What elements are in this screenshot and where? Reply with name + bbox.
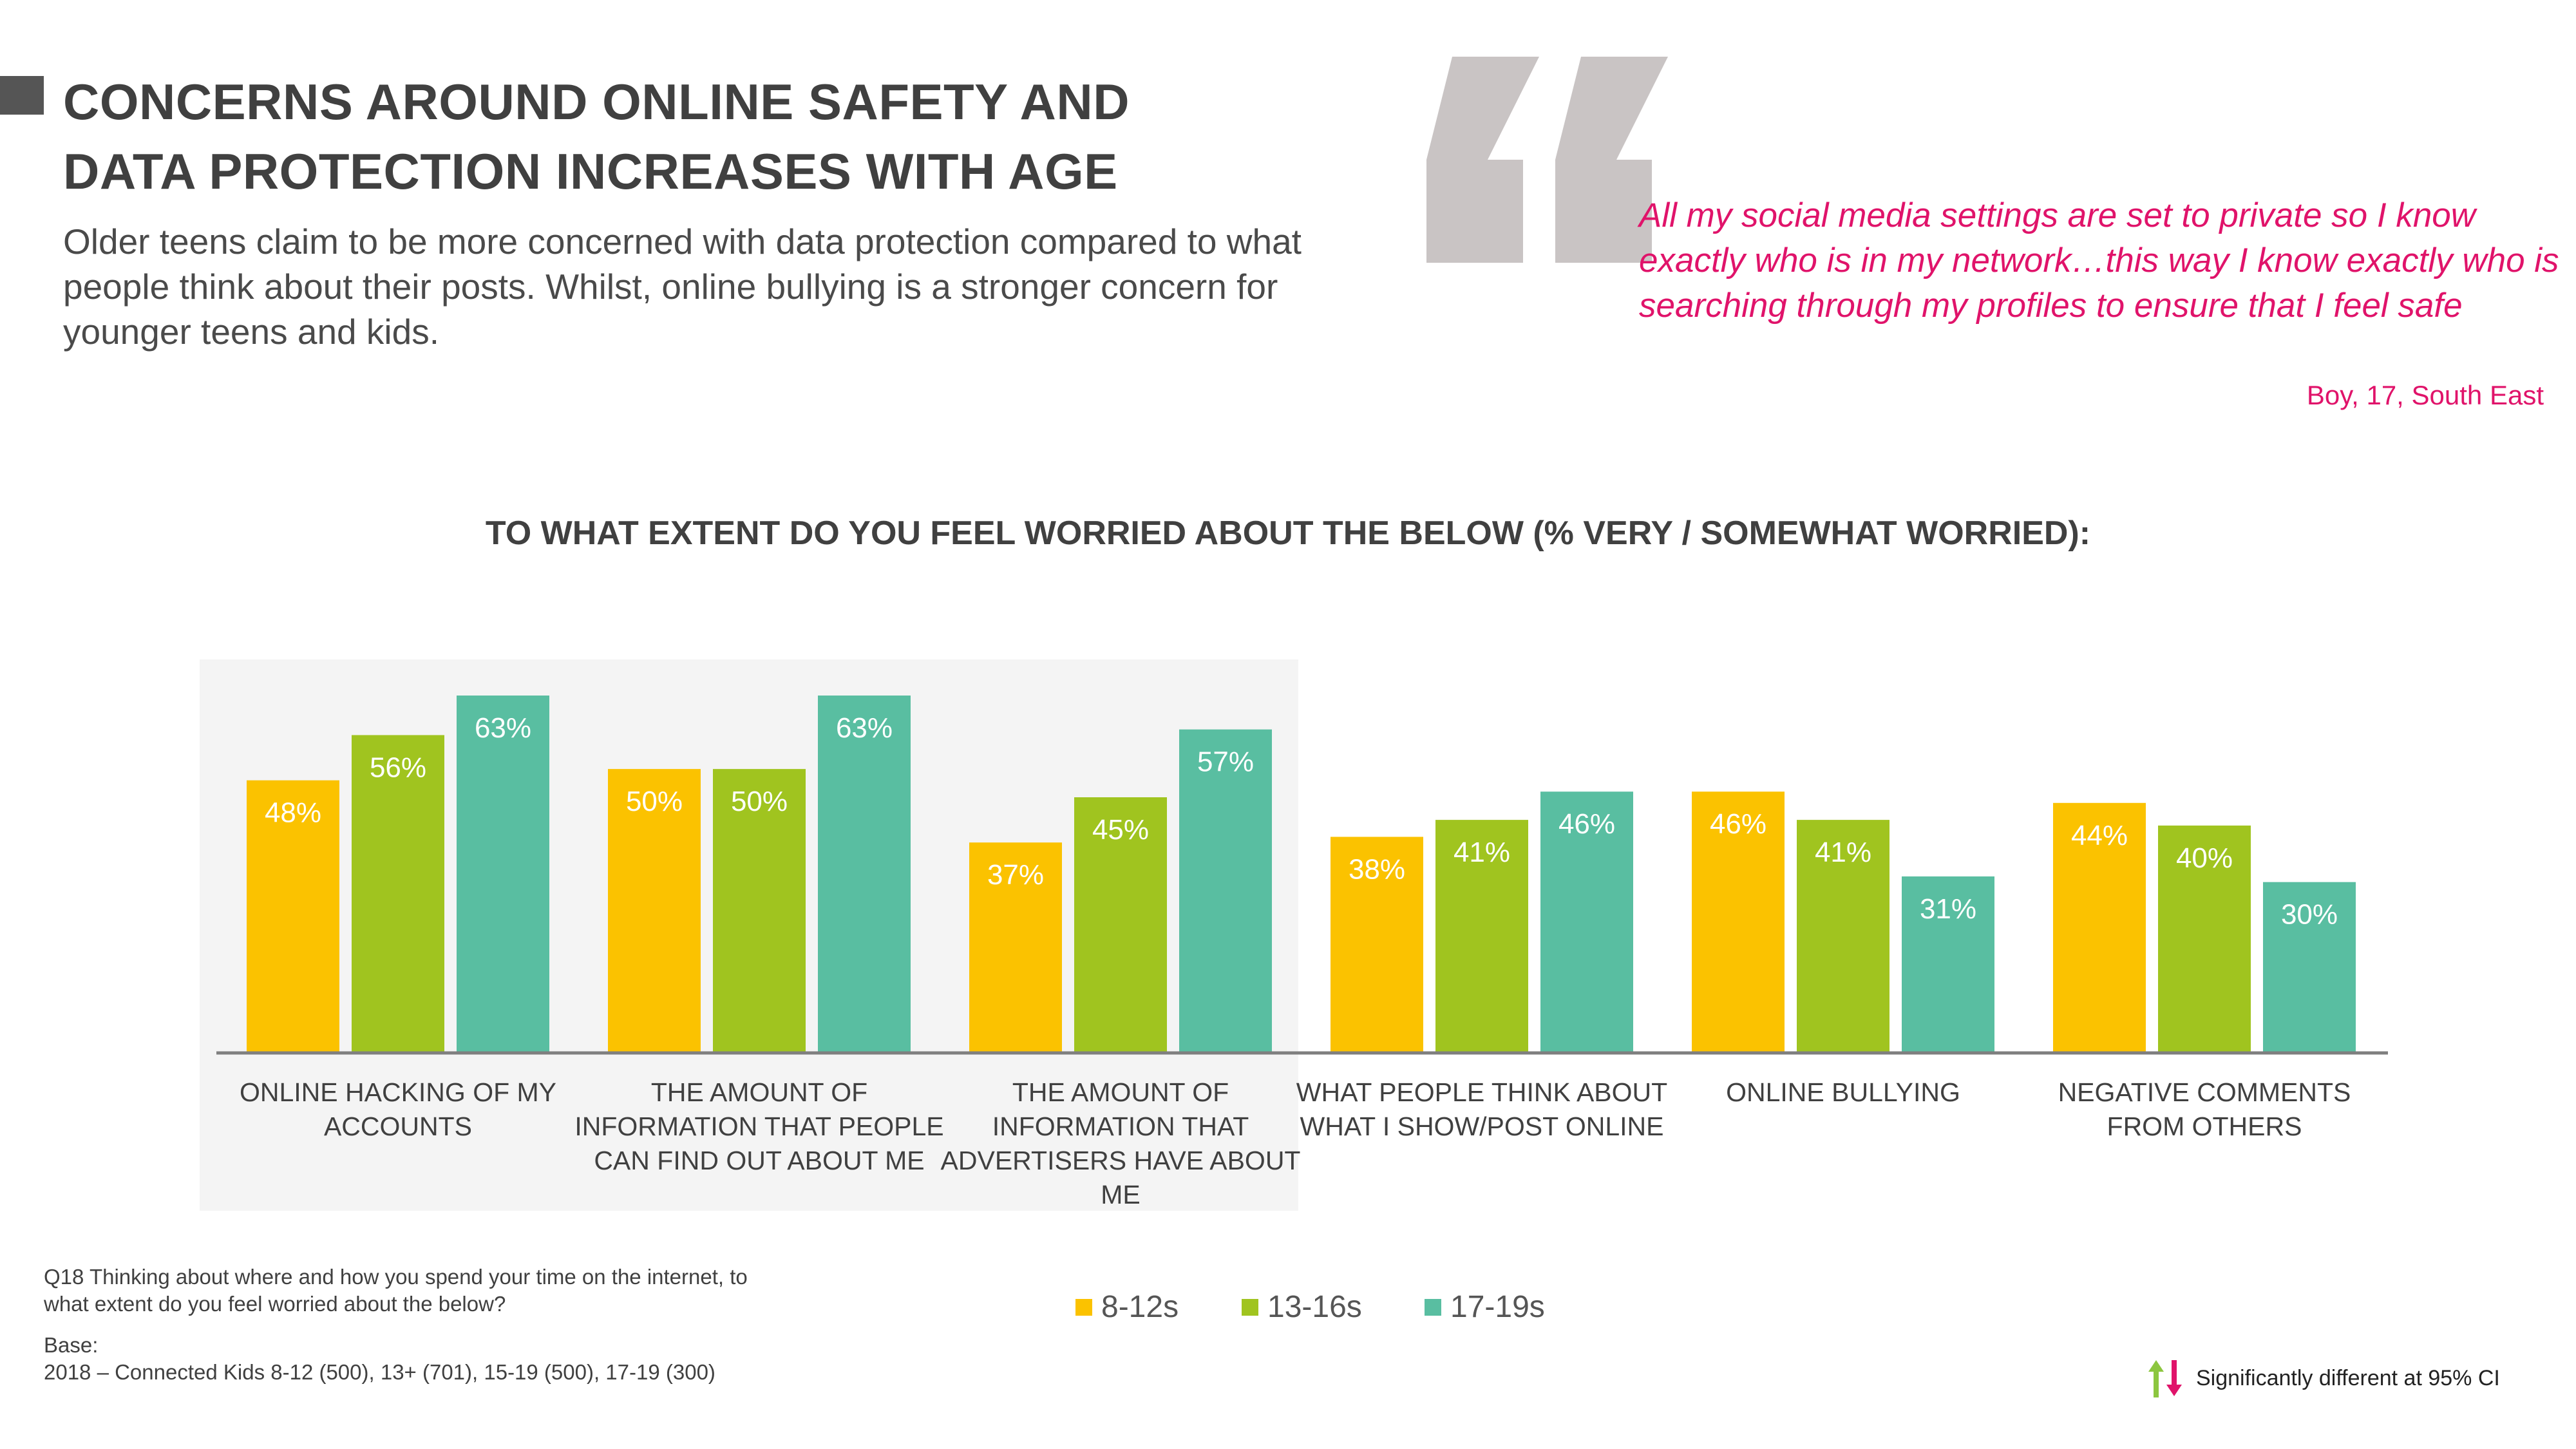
data-label: 46% — [1710, 808, 1766, 840]
category-label: WHAT PEOPLE THINK ABOUT WHAT I SHOW/POST… — [1296, 1077, 1668, 1141]
data-label: 44% — [2071, 820, 2128, 851]
legend-label: 13-16s — [1267, 1290, 1362, 1324]
legend-item: 8-12s — [1075, 1289, 1179, 1325]
quote-text: All my social media settings are set to … — [1639, 196, 2559, 325]
data-label: 56% — [370, 752, 426, 783]
bar-8-12s-6 — [2053, 802, 2146, 1052]
legend-swatch — [1242, 1298, 1258, 1316]
bar-17-19s-5 — [1902, 876, 1994, 1052]
bar-13-16s-1 — [352, 735, 444, 1052]
data-label: 48% — [265, 797, 321, 829]
bar-17-19s-4 — [1540, 791, 1633, 1052]
intro-text: Older teens claim to be more concerned w… — [63, 222, 1302, 352]
bar-13-16s-6 — [2158, 825, 2251, 1052]
bar-13-16s-4 — [1435, 820, 1528, 1052]
data-label: 46% — [1558, 808, 1615, 840]
question-note: Q18 Thinking about where and how you spe… — [44, 1265, 748, 1316]
legend-label: 17-19s — [1450, 1290, 1545, 1324]
data-label: 50% — [731, 786, 788, 817]
bar-8-12s-5 — [1692, 791, 1785, 1052]
data-label: 57% — [1197, 746, 1254, 778]
data-label: 30% — [2281, 899, 2338, 931]
legend-item: 13-16s — [1242, 1289, 1362, 1325]
bar-17-19s-6 — [2263, 882, 2356, 1052]
quote-author: Boy, 17, South East — [2306, 380, 2544, 410]
data-label: 50% — [626, 786, 683, 817]
data-label: 63% — [836, 712, 893, 744]
data-label: 41% — [1815, 837, 1871, 868]
arrow-down-icon — [2166, 1360, 2182, 1396]
category-label: THE AMOUNT OF INFORMATION THAT ADVERTISE… — [940, 1077, 1301, 1209]
significance-text: Significantly different at 95% CI — [2196, 1365, 2500, 1390]
footnote: Q18 Thinking about where and how you spe… — [44, 1264, 778, 1386]
legend-item: 17-19s — [1425, 1289, 1545, 1325]
page-title: CONCERNS AROUND ONLINE SAFETY AND DATA P… — [63, 67, 1287, 206]
bar-17-19s-2 — [818, 696, 911, 1052]
data-label: 63% — [475, 712, 531, 744]
bar-17-19s-1 — [457, 696, 549, 1052]
chart-title: TO WHAT EXTENT DO YOU FEEL WORRIED ABOUT… — [485, 515, 2091, 552]
bar-13-16s-3 — [1074, 797, 1167, 1052]
significance-legend: Significantly different at 95% CI — [2143, 1358, 2500, 1399]
data-label: 37% — [987, 859, 1044, 891]
category-label: THE AMOUNT OF INFORMATION THAT PEOPLE CA… — [574, 1077, 944, 1175]
quote-mark-icon — [1426, 57, 1668, 263]
legend-swatch — [1075, 1298, 1092, 1316]
bar-8-12s-3 — [969, 842, 1062, 1052]
bar-8-12s-1 — [247, 780, 339, 1052]
bar-13-16s-2 — [713, 769, 806, 1052]
title-marker — [0, 76, 44, 115]
page-title-line-1: CONCERNS AROUND ONLINE SAFETY AND — [63, 73, 1130, 130]
bar-8-12s-4 — [1331, 837, 1423, 1052]
bars-layer: 48% 56% 63% 50% 50% 63% 37% 45% 57% 38% 41% 46% 46% 4… — [247, 696, 2356, 1052]
arrow-up-icon — [2148, 1360, 2164, 1397]
category-label: ONLINE BULLYING — [1726, 1077, 1960, 1107]
data-label: 41% — [1454, 837, 1510, 868]
bar-8-12s-2 — [608, 769, 701, 1052]
data-label: 38% — [1349, 853, 1405, 885]
bar-17-19s-3 — [1179, 729, 1272, 1052]
legend-label: 8-12s — [1101, 1290, 1179, 1324]
page-title-line-2: DATA PROTECTION INCREASES WITH AGE — [63, 143, 1118, 200]
category-label: ONLINE HACKING OF MY ACCOUNTS — [239, 1077, 557, 1141]
data-label: 31% — [1920, 893, 1976, 925]
category-label: NEGATIVE COMMENTS FROM OTHERS — [2058, 1077, 2351, 1141]
data-label: 40% — [2176, 842, 2233, 874]
legend-swatch — [1425, 1298, 1441, 1316]
bar-13-16s-5 — [1797, 820, 1889, 1052]
significance-arrows-icon — [2148, 1360, 2182, 1397]
data-label: 45% — [1092, 814, 1149, 846]
base-label: Base: — [44, 1333, 99, 1357]
base-text: 2018 – Connected Kids 8-12 (500), 13+ (7… — [44, 1360, 715, 1384]
